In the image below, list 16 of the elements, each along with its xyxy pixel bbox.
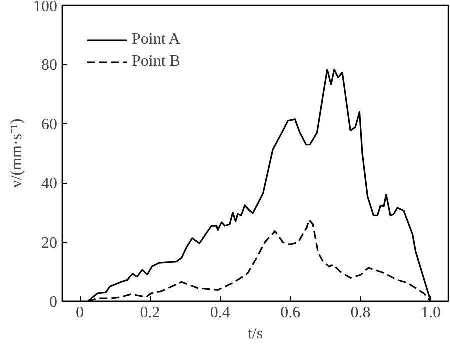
- x-tick-label: 0.6: [280, 304, 301, 322]
- y-tick-label: 20: [42, 234, 58, 252]
- legend-label: Point B: [132, 53, 180, 71]
- y-tick-label: 80: [42, 57, 58, 74]
- x-tick-label: 0: [76, 304, 84, 322]
- y-tick-label: 100: [34, 0, 58, 16]
- y-tick-label: 60: [42, 116, 58, 134]
- x-axis-title: t/s: [248, 326, 264, 342]
- x-tick-label: 0.2: [140, 304, 160, 322]
- legend-label: Point A: [132, 31, 180, 49]
- x-tick-label: 0.8: [350, 304, 371, 322]
- x-tick-label: 0.4: [210, 304, 230, 322]
- y-tick-label: 40: [42, 176, 58, 193]
- y-tick-label: 0: [50, 294, 58, 311]
- y-axis-title: v/(mm·s⁻¹): [8, 118, 26, 188]
- x-tick-label: 1.0: [420, 304, 441, 322]
